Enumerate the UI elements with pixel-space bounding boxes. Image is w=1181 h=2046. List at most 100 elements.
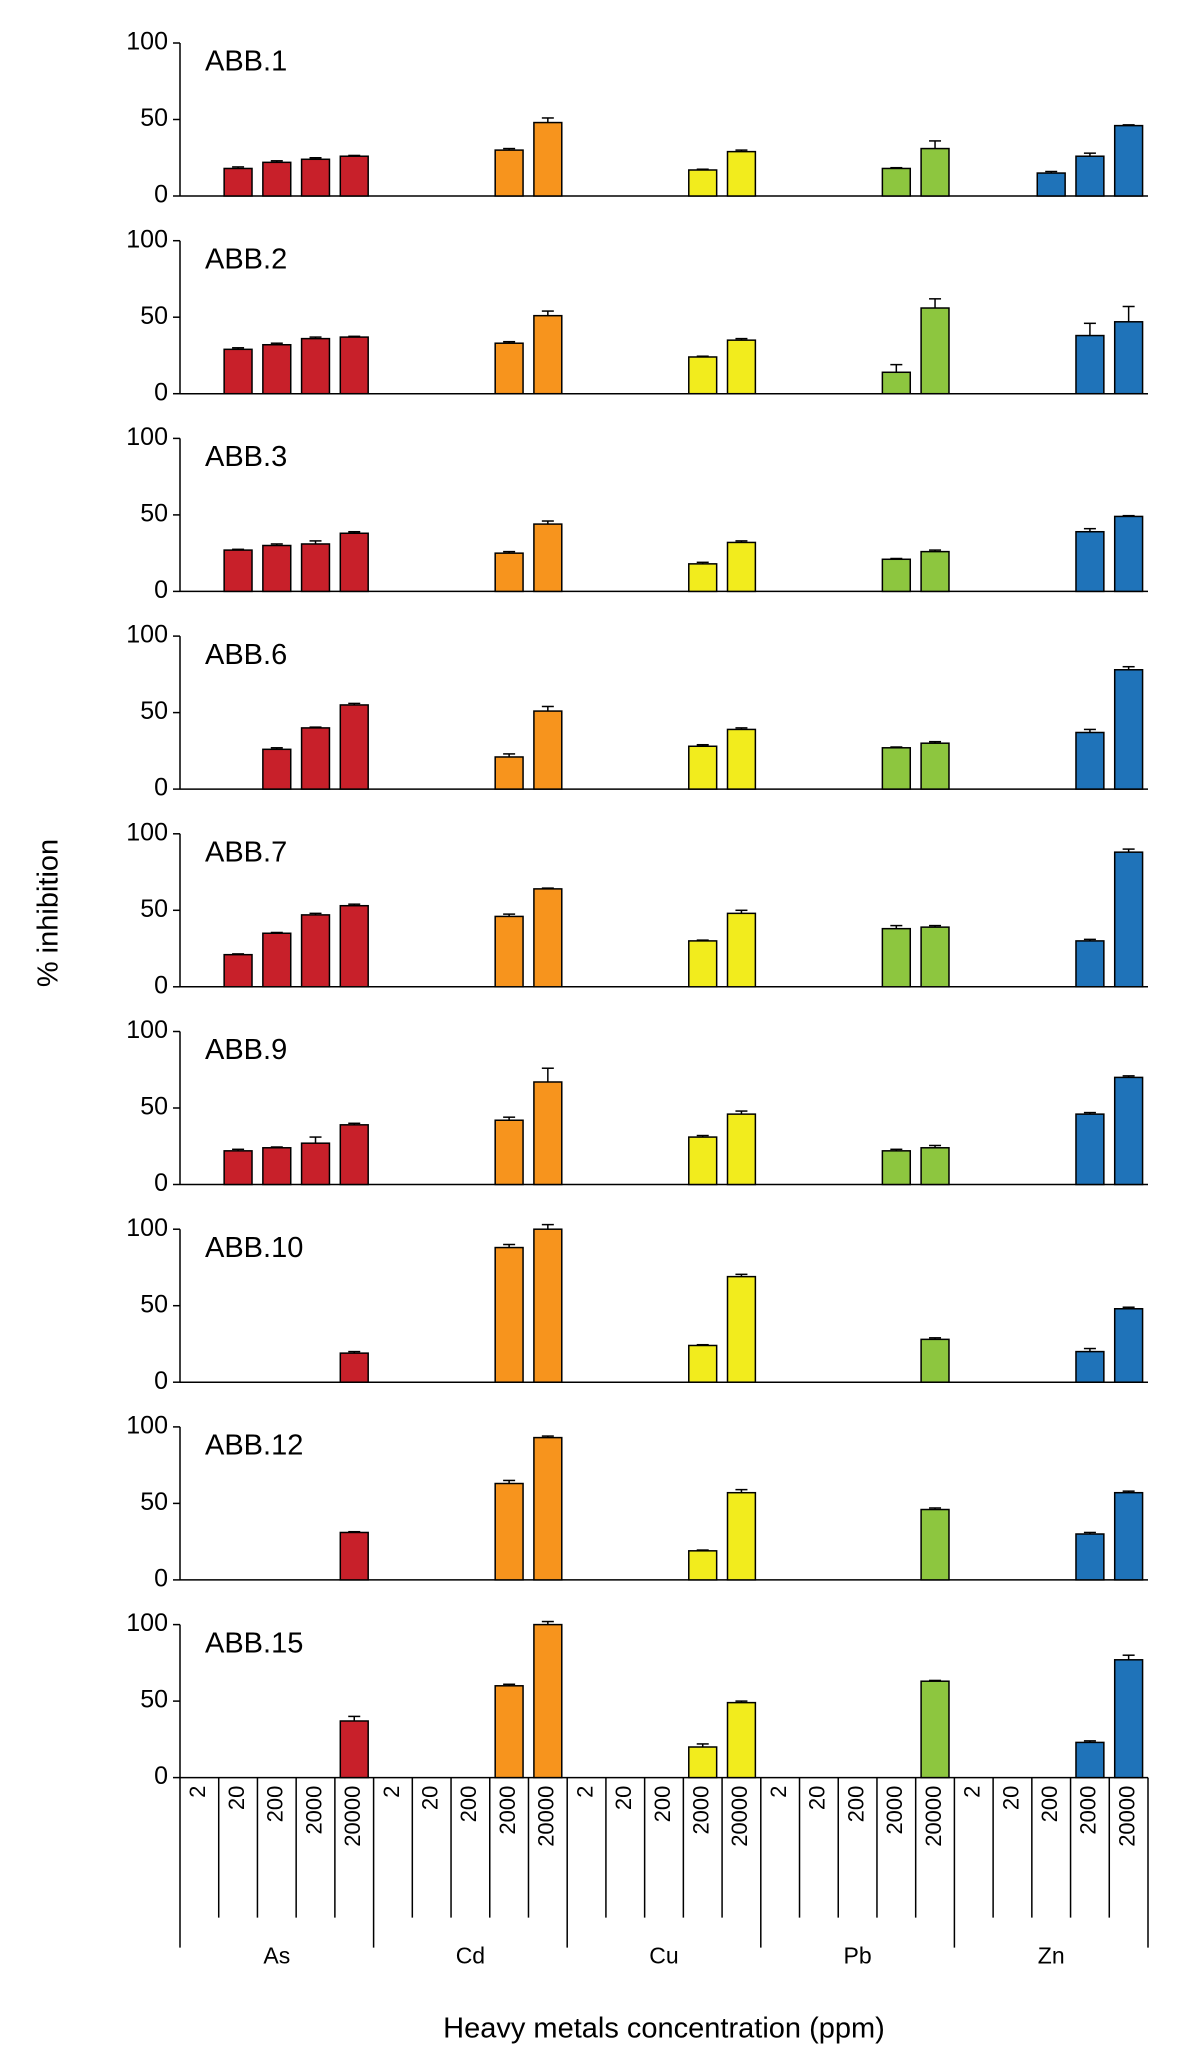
bar [688,1550,718,1581]
bar [688,563,718,593]
bar [339,1124,369,1186]
x-tick-label: 20000 [727,1786,752,1847]
y-tick-label: 100 [126,818,168,846]
bar [223,167,253,197]
bar [1075,1533,1105,1581]
y-tick-label: 50 [140,1686,168,1714]
bar [339,1531,369,1581]
group-label: Cu [649,1943,678,1969]
y-axis-label: % inhibition [33,839,65,987]
y-tick-label: 100 [126,1412,168,1440]
bar [1075,530,1105,593]
y-tick-label: 0 [154,1762,168,1790]
y-tick-label: 0 [154,378,168,406]
bar [262,343,292,395]
bar [688,1344,718,1383]
bar [920,1147,950,1186]
bar [494,149,524,197]
y-tick-label: 50 [140,302,168,330]
group-label: Pb [844,1943,872,1969]
y-tick-label: 100 [126,1214,168,1242]
x-tick-label: 2 [379,1786,404,1798]
bar [1075,940,1105,988]
y-tick-label: 100 [126,621,168,649]
bar [1075,1113,1105,1186]
bar [881,371,912,395]
bar [262,1147,292,1186]
x-tick-label: 2000 [1076,1786,1101,1835]
y-tick-label: 50 [140,104,168,132]
bar [339,336,369,395]
panel-title: ABB.3 [205,441,287,473]
bar [726,728,757,790]
panel-title: ABB.6 [205,639,287,671]
bar [1075,155,1105,197]
bar [726,150,757,197]
bar [300,1142,331,1186]
y-tick-label: 50 [140,697,168,725]
x-tick-label: 2 [185,1786,210,1798]
y-tick-label: 100 [126,1609,168,1637]
bar [533,888,563,988]
bar [262,161,292,197]
bar [688,940,718,988]
bar [494,1482,524,1581]
bar [881,167,912,197]
x-tick-label: 20 [224,1786,249,1810]
bar [339,532,369,593]
bar [339,704,369,790]
y-tick-label: 100 [126,225,168,253]
x-tick-label: 2000 [882,1786,907,1835]
x-tick-label: 2 [572,1786,597,1798]
x-tick-label: 20000 [1114,1786,1139,1847]
bar [223,348,253,395]
bar [533,1623,563,1779]
panel-title: ABB.7 [205,836,287,868]
bar [339,904,369,988]
bar [920,926,950,988]
bar [494,756,524,790]
bar [300,727,331,790]
group-label: As [263,1943,290,1969]
bar [1075,334,1105,395]
bar [494,915,524,988]
x-tick-label: 2000 [689,1786,714,1835]
x-tick-label: 200 [650,1786,675,1823]
bar [920,1338,950,1383]
bar [1036,172,1066,197]
x-tick-label: 20 [417,1786,442,1810]
bar [1113,124,1144,197]
bar [533,523,563,593]
y-tick-label: 0 [154,181,168,209]
bar [223,549,253,593]
bar [533,1436,563,1581]
bar [1113,1308,1144,1383]
bar [223,953,253,988]
bar [726,912,757,988]
bar [920,550,950,593]
bar [533,1081,563,1186]
bar [494,342,524,395]
bar [881,927,912,988]
bar [1113,1491,1144,1581]
bar [300,158,331,197]
panel-title: ABB.2 [205,243,287,275]
y-tick-label: 0 [154,576,168,604]
y-tick-label: 0 [154,971,168,999]
x-tick-label: 2000 [495,1786,520,1835]
bar [339,155,369,197]
bar [533,121,563,197]
bar [920,1508,950,1581]
bar [1113,1076,1144,1186]
bar [533,1228,563,1383]
group-label: Zn [1038,1943,1065,1969]
bar [1075,1350,1105,1383]
y-tick-label: 100 [126,423,168,451]
x-tick-label: 2 [766,1786,791,1798]
bar [223,1150,253,1186]
bar [920,147,950,197]
bar [726,1701,757,1779]
bar [1113,669,1144,790]
bar [262,748,292,790]
